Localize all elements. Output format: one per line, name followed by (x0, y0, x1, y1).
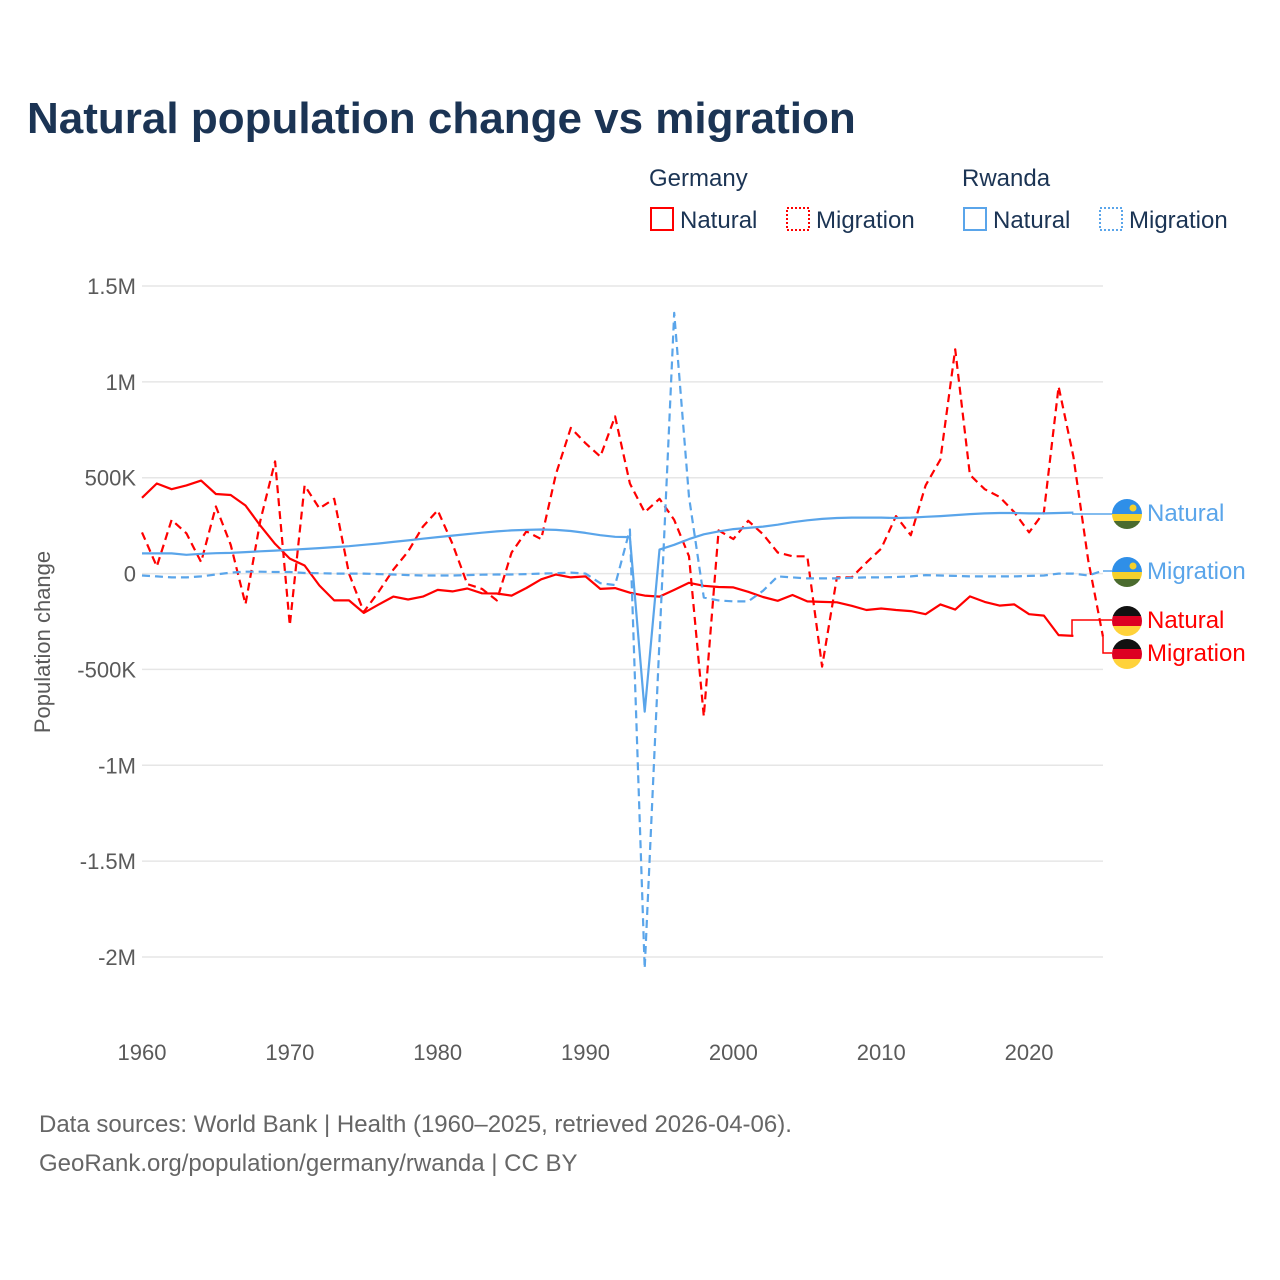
gridlines (142, 285, 1103, 958)
legend: Germany Natural Migration Rwanda Natural… (649, 165, 1228, 234)
x-axis-ticks: 1960 1970 1980 1990 2000 2010 2020 (118, 1040, 1054, 1065)
y-tick-label: -1.5M (80, 849, 136, 874)
x-tick-label: 1960 (118, 1040, 167, 1065)
series-line-germany-natural[interactable] (141, 479, 1074, 637)
y-tick-label: -2M (98, 945, 136, 970)
footer-sources: Data sources: World Bank | Health (1960–… (39, 1111, 792, 1138)
end-labels: Natural Migration Natural Migration (1071, 499, 1246, 669)
y-tick-label: -1M (98, 753, 136, 778)
x-tick-label: 1990 (561, 1040, 610, 1065)
legend-swatch-rwanda-natural (963, 207, 987, 231)
series-line-germany-migration[interactable] (140, 348, 1105, 718)
germany-flag-icon (1112, 639, 1142, 669)
legend-item-rwanda-natural[interactable]: Natural (993, 207, 1070, 234)
legend-item-germany-natural[interactable]: Natural (680, 207, 757, 234)
germany-flag-icon (1112, 606, 1142, 636)
y-tick-label: -500K (77, 657, 136, 682)
connector-germany-natural (1071, 619, 1112, 636)
y-tick-label: 1M (105, 370, 136, 395)
chart-title: Natural population change vs migration (27, 94, 856, 143)
series-line-rwanda-migration[interactable] (141, 311, 1104, 970)
rwanda-flag-icon (1112, 499, 1142, 529)
legend-swatch-germany-natural (650, 207, 674, 231)
legend-item-rwanda-migration[interactable]: Migration (1129, 207, 1228, 234)
y-tick-label: 0 (124, 562, 136, 587)
series-line-rwanda-natural[interactable] (142, 511, 1074, 713)
footer-link[interactable]: GeoRank.org/population/germany/rwanda | … (39, 1150, 578, 1177)
end-label-germany-natural: Natural (1147, 607, 1224, 634)
x-tick-label: 1980 (413, 1040, 462, 1065)
y-tick-label: 500K (85, 466, 137, 491)
legend-swatch-germany-migration (786, 207, 810, 231)
connector-germany-migration (1102, 637, 1112, 654)
legend-item-germany-migration[interactable]: Migration (816, 207, 915, 234)
x-tick-label: 2000 (709, 1040, 758, 1065)
legend-swatch-rwanda-migration (1099, 207, 1123, 231)
x-tick-label: 2020 (1005, 1040, 1054, 1065)
rwanda-flag-icon (1112, 557, 1142, 587)
end-label-rwanda-migration: Migration (1147, 558, 1246, 585)
y-tick-label: 1.5M (87, 274, 136, 299)
end-label-germany-migration: Migration (1147, 640, 1246, 667)
y-axis-ticks: 1.5M 1M 500K 0 -500K -1M -1.5M -2M (77, 274, 136, 970)
y-axis-title: Population change (30, 551, 55, 733)
legend-group-germany[interactable]: Germany (649, 165, 748, 192)
legend-group-rwanda[interactable]: Rwanda (962, 165, 1051, 192)
x-tick-label: 2010 (857, 1040, 906, 1065)
x-tick-label: 1970 (265, 1040, 314, 1065)
series-lines (140, 311, 1105, 970)
end-label-rwanda-natural: Natural (1147, 500, 1224, 527)
